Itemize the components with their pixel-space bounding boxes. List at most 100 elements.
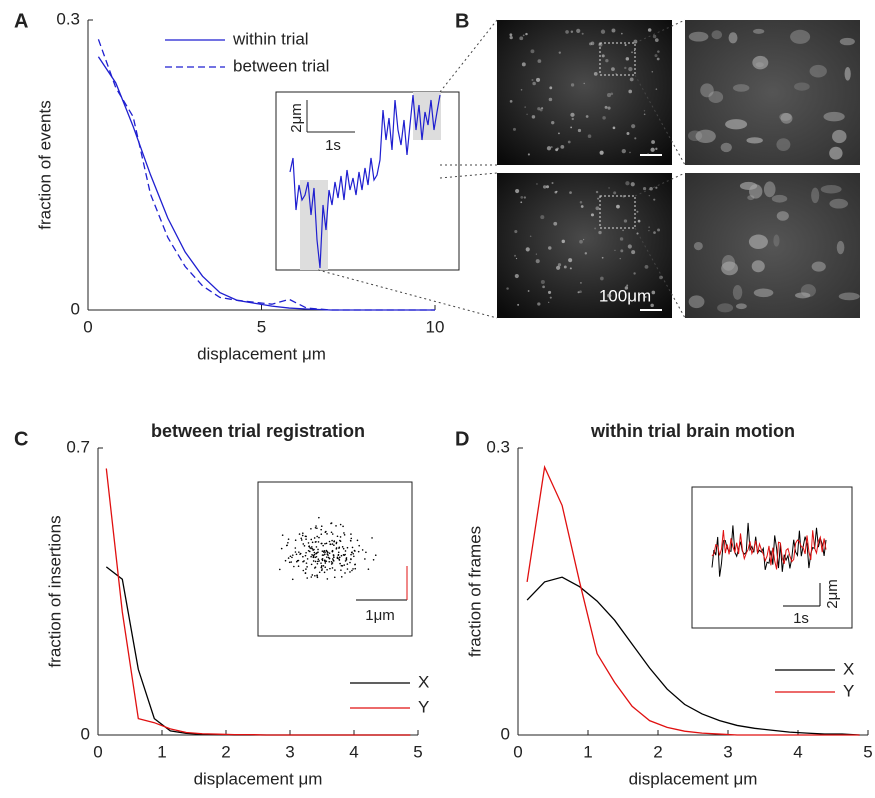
series-line [526,576,860,736]
scatter-dot [314,560,317,563]
x-tick-label: 5 [413,742,422,761]
scatter-dot [289,555,292,558]
y-tick-label: 0.3 [486,437,510,456]
scatter-dot [305,562,308,564]
scatter-dot [310,538,313,541]
cell [688,31,709,42]
cell [771,194,788,203]
scatter-dot [350,551,353,554]
scatter-dot [335,548,338,550]
cell [604,105,608,109]
cell [589,42,592,46]
scatter-dot [321,568,323,570]
legend-label: within trial [232,29,309,48]
cell [644,295,647,298]
cell [628,89,633,94]
scatter-dot [291,556,293,559]
cell [809,64,827,78]
scatter-dot [321,550,324,552]
scatter-dot [316,560,319,563]
scatter-dot [371,537,373,539]
scatter-dot [350,553,352,556]
scatter-dot [316,574,318,576]
scatter-dot [339,536,342,538]
cell [585,115,589,118]
cell [643,113,646,116]
scatter-dot [353,549,356,552]
cell [579,239,583,244]
scatter-dot [314,526,317,529]
scatter-dot [304,535,307,538]
image [497,173,672,318]
scatter-dot [294,539,297,542]
cell [717,303,734,313]
cell [540,279,545,285]
cell [795,292,811,299]
cell [626,132,630,135]
cell [600,29,606,34]
cell [651,140,655,144]
cell [622,229,624,232]
scatter-dot [316,552,318,554]
scatter-dot [349,561,351,564]
scatter-dot [331,533,334,535]
scatter-dot [331,567,334,569]
scatter-dot [324,542,326,545]
scatter-dot [343,532,345,534]
cell [601,256,604,259]
cell [653,198,656,201]
cell [610,92,614,96]
scatter-dot [311,541,314,544]
scatter-dot [307,542,310,544]
cell [570,83,575,87]
scatter-dot [344,572,346,574]
scatter-dot [344,550,347,552]
cell [520,88,523,91]
scatter-dot [325,556,328,558]
scatter-dot [314,574,316,577]
scatter-dot [341,546,344,548]
cell [725,119,748,130]
cell [752,28,765,34]
scatter-dot [316,535,318,538]
cell [605,58,609,63]
cell [606,93,612,98]
scatter-dot [293,565,295,568]
cell [593,71,598,76]
cell [546,185,550,189]
cell [556,265,561,270]
cell [631,250,636,255]
cell [531,115,536,119]
scatter-dot [298,551,300,553]
cell [623,219,628,223]
scatter-dot [337,557,339,560]
scatter-dot [302,543,305,545]
scatter-dot [338,546,341,549]
cell [532,81,536,86]
scatter-dot [338,558,341,561]
scatter-dot [312,556,315,559]
scatter-dot [312,554,315,557]
chart-title: between trial registration [151,421,365,441]
cell [629,77,634,82]
cell [633,272,636,275]
scatter-dot [333,556,335,559]
cell [794,82,810,91]
cell [711,30,723,40]
cell [553,221,558,226]
cell [524,106,526,108]
cell [620,249,624,253]
scatter-dot [287,538,290,540]
series-line [105,468,411,736]
cell [547,290,552,294]
scatter-dot [305,551,307,554]
cell [569,191,572,195]
scatter-dot [322,565,325,567]
scatter-dot [330,560,333,563]
image [685,20,860,165]
x-tick-label: 0 [83,317,92,336]
cell [560,144,565,149]
scatter-dot [332,559,335,561]
scatter-dot [328,560,331,563]
cell [520,201,523,204]
